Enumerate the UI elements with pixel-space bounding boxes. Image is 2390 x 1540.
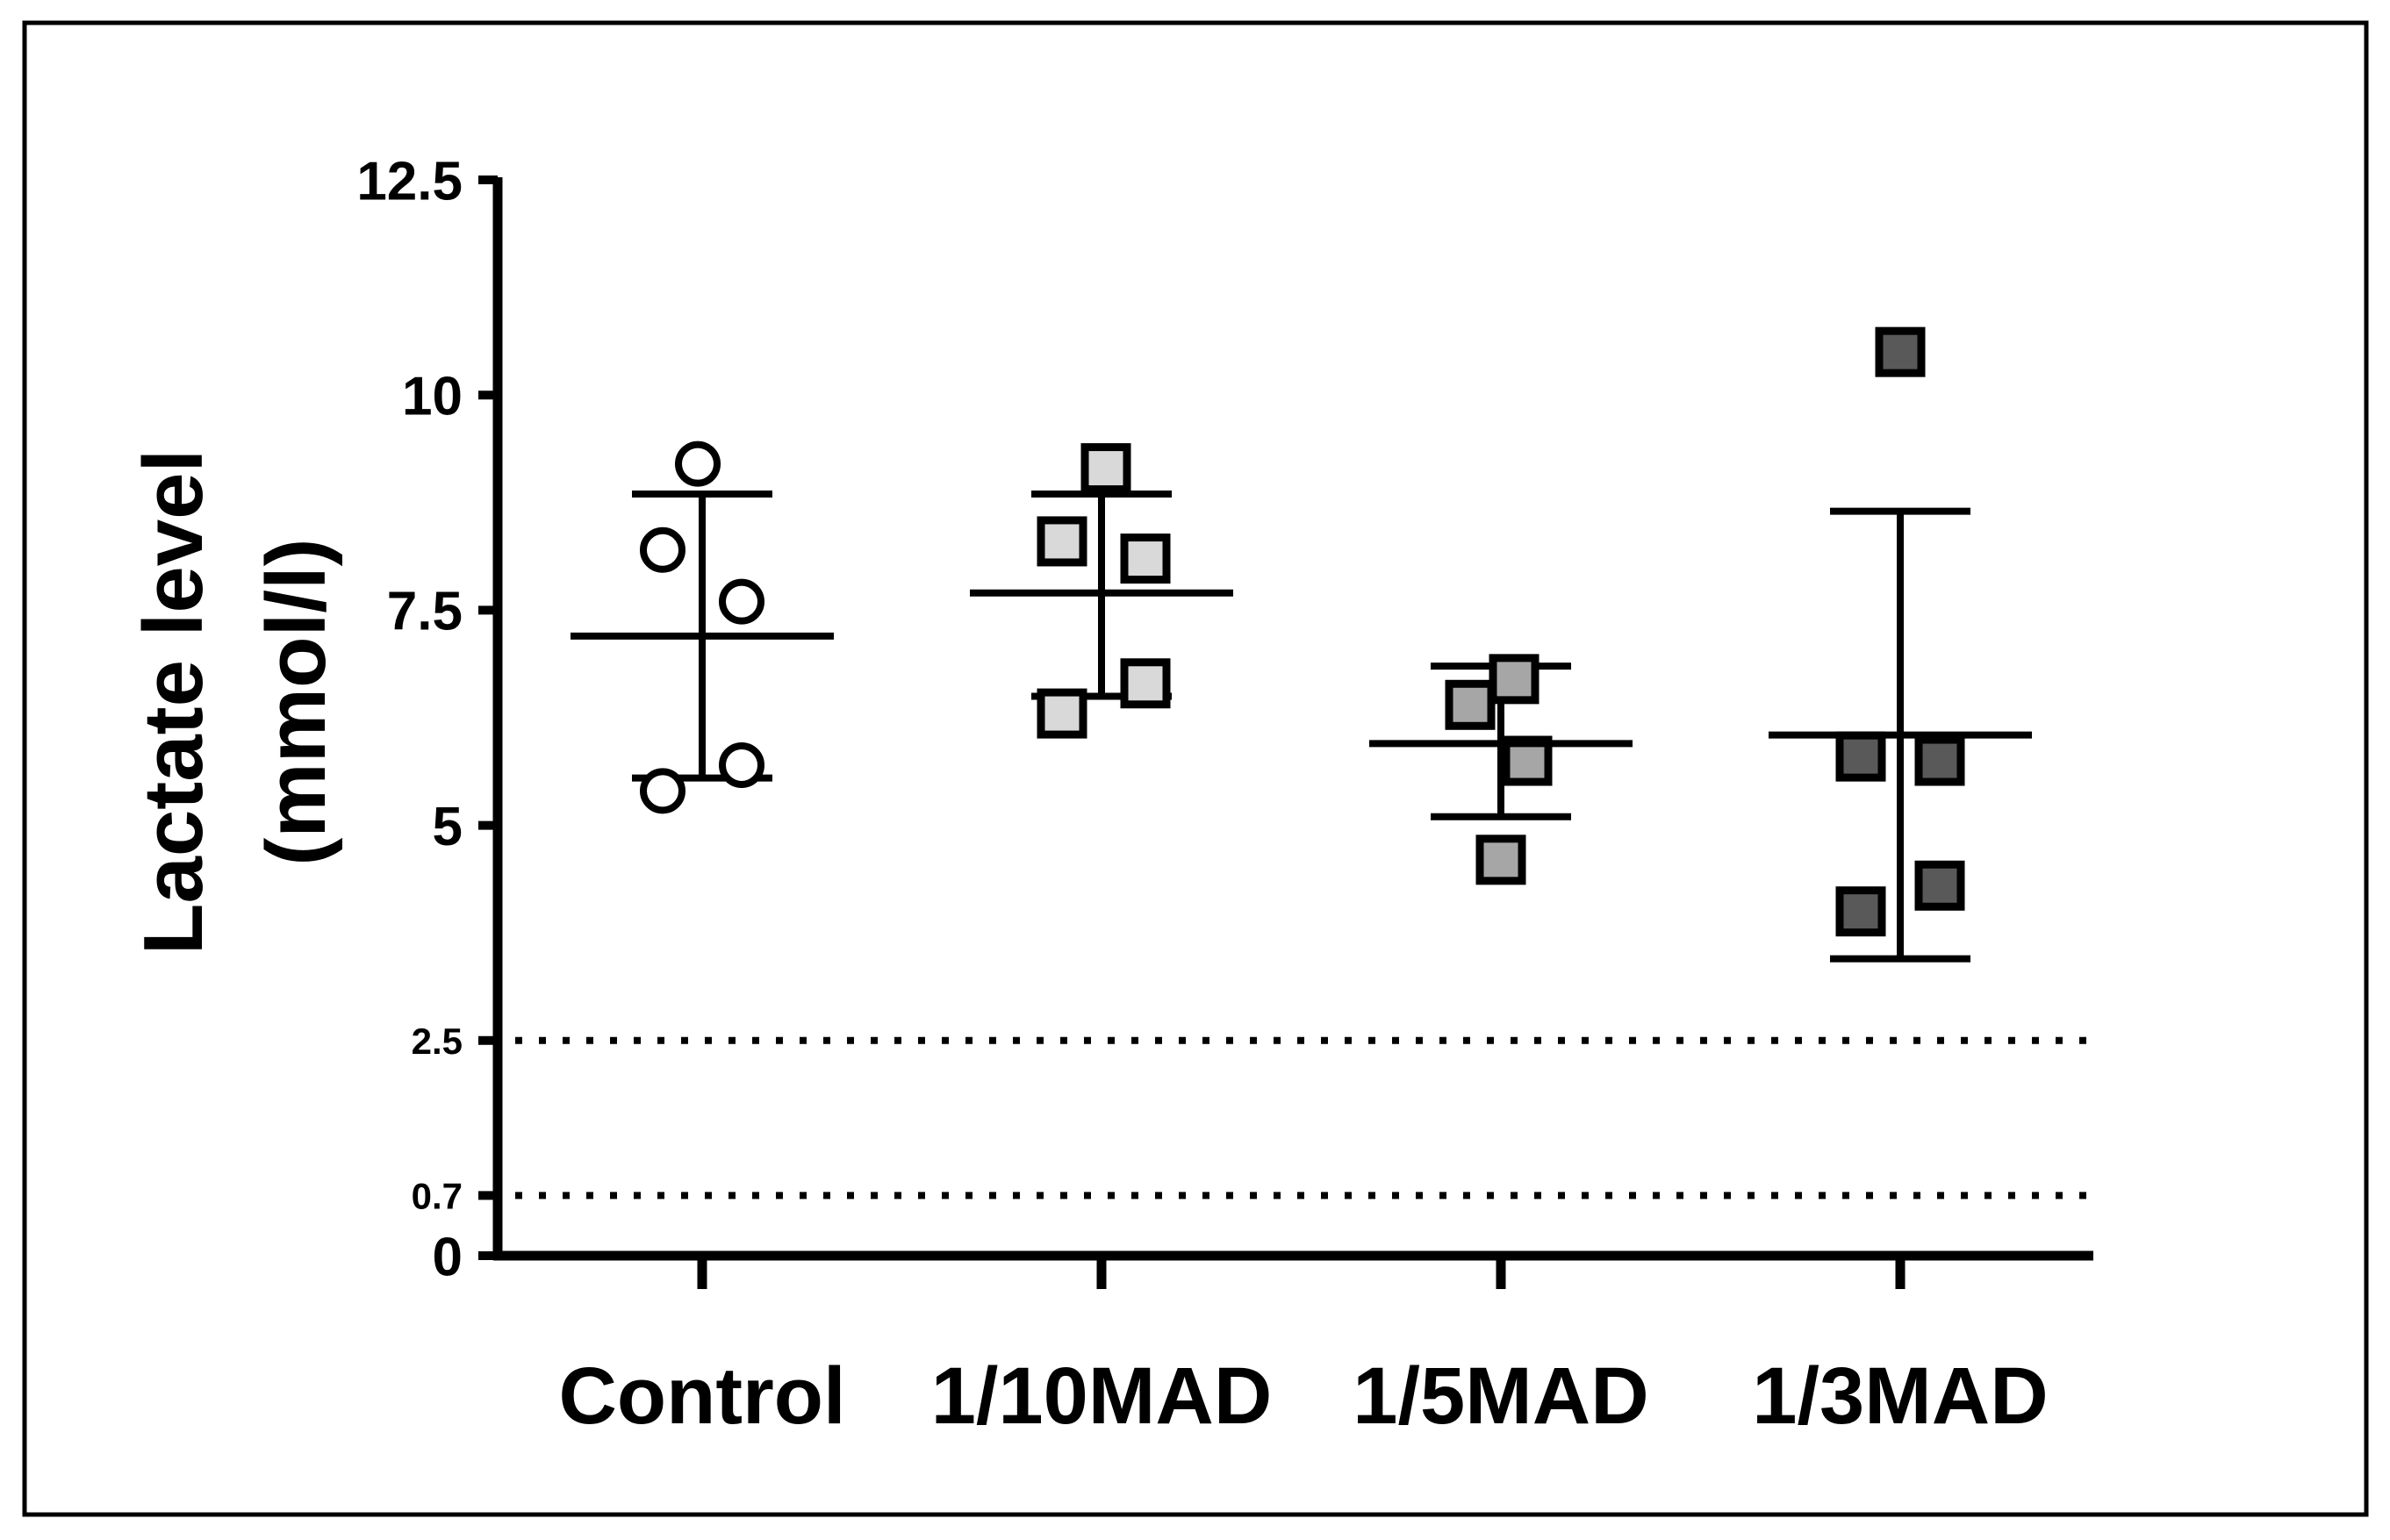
data-point-0-4 — [640, 768, 685, 814]
reference-lines — [515, 1036, 2093, 1200]
group-2 — [1369, 654, 1633, 885]
data-point-0-1 — [640, 526, 685, 573]
group-0 — [571, 441, 834, 814]
x-tick-label-3: 1/3MAD — [1752, 1351, 2048, 1441]
x-tick-label-1: 1/10MAD — [931, 1351, 1273, 1441]
x-tick-label-0: Control — [558, 1351, 845, 1441]
data-point-1-2 — [1120, 534, 1171, 584]
y-tick-label-5: 0.7 — [412, 1175, 463, 1216]
data-point-0-3 — [719, 741, 764, 788]
data-point-2-0 — [1489, 654, 1540, 705]
x-tick-label-2: 1/5MAD — [1353, 1351, 1648, 1441]
data-groups — [571, 326, 2032, 963]
data-point-0-0 — [675, 441, 721, 487]
y-axis: 12.5 10 7.5 5 2.5 0.7 0 — [356, 151, 503, 1287]
y-tick-label-1: 10 — [402, 367, 463, 427]
data-point-1-3 — [1120, 658, 1171, 709]
y-axis-title: Lactate level (mmol/l) — [126, 449, 343, 955]
y-tick-label-2: 7.5 — [387, 582, 463, 642]
data-point-3-1 — [1835, 731, 1886, 782]
y-tick-label-4: 2.5 — [412, 1021, 463, 1062]
data-point-3-3 — [1914, 860, 1965, 911]
y-tick-label-3: 5 — [433, 797, 463, 857]
x-axis: Control 1/10MAD 1/5MAD 1/3MAD — [493, 1250, 2093, 1441]
data-point-3-4 — [1835, 886, 1886, 937]
data-point-1-4 — [1037, 688, 1087, 739]
data-point-2-3 — [1475, 834, 1526, 885]
data-point-3-0 — [1875, 326, 1926, 377]
y-tick-label-6: 0 — [433, 1227, 463, 1287]
data-point-0-2 — [719, 578, 764, 625]
data-point-1-0 — [1080, 443, 1131, 494]
group-3 — [1769, 326, 2032, 963]
y-axis-title-line1: Lactate level — [126, 449, 220, 955]
figure-frame — [22, 20, 2369, 1517]
data-point-1-1 — [1037, 516, 1087, 567]
data-point-2-1 — [1445, 679, 1496, 730]
y-tick-label-0: 12.5 — [356, 151, 463, 211]
data-point-3-2 — [1914, 735, 1965, 786]
y-axis-title-line2: (mmol/l) — [249, 538, 343, 865]
group-1 — [970, 443, 1233, 739]
